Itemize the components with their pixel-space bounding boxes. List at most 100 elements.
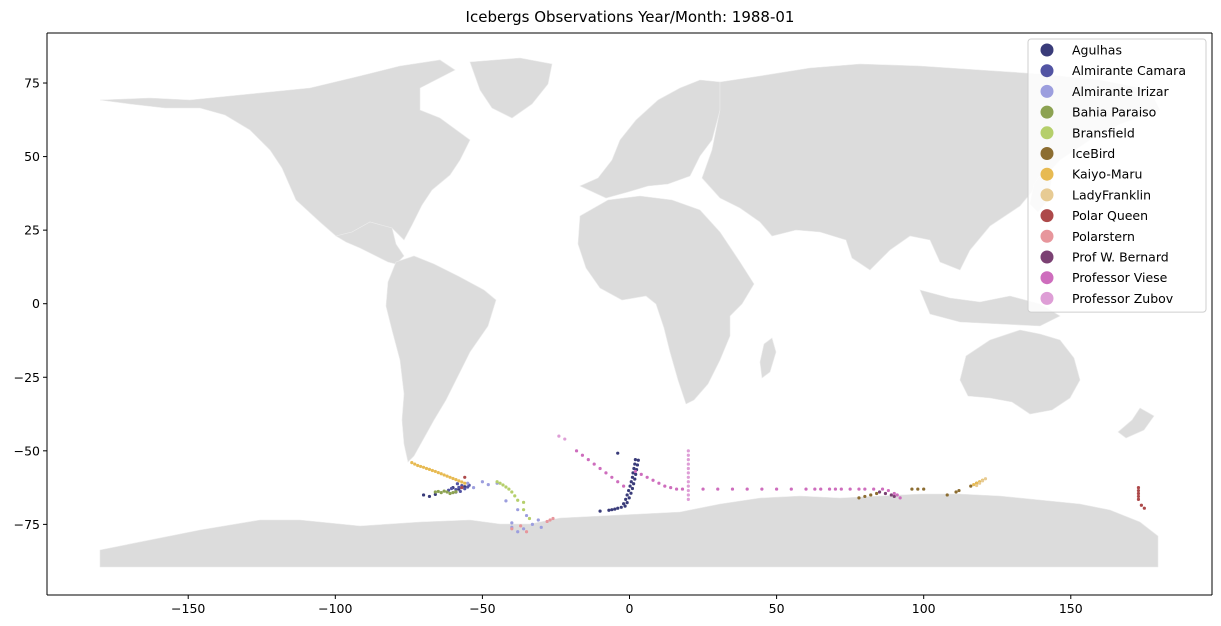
observation-point xyxy=(969,484,973,488)
observation-point xyxy=(633,469,637,474)
observation-point xyxy=(977,481,982,485)
observation-point xyxy=(945,493,949,497)
observation-point xyxy=(972,483,976,487)
legend-marker xyxy=(1040,291,1054,305)
observation-point xyxy=(427,494,432,499)
observation-point xyxy=(598,466,602,471)
observation-point xyxy=(439,472,443,476)
observation-point xyxy=(448,475,452,479)
observation-point xyxy=(663,484,667,488)
observation-point xyxy=(827,487,832,491)
observation-point xyxy=(530,522,535,526)
observation-point xyxy=(636,458,640,462)
observation-point xyxy=(745,487,749,491)
observation-point xyxy=(975,481,979,485)
observation-point xyxy=(628,484,632,488)
observation-point xyxy=(504,499,508,503)
observation-point xyxy=(686,453,690,457)
observation-point xyxy=(457,479,461,483)
observation-point xyxy=(686,493,690,497)
observation-point xyxy=(436,470,440,475)
observation-point xyxy=(424,466,429,471)
observation-point xyxy=(833,487,838,491)
y-tick-label: 50 xyxy=(24,149,40,164)
observation-point xyxy=(623,504,627,508)
observation-point xyxy=(910,487,914,491)
observation-point xyxy=(889,493,893,497)
observation-point xyxy=(819,487,823,491)
observation-point xyxy=(580,453,585,457)
observation-point xyxy=(680,487,685,491)
observation-point xyxy=(427,467,432,471)
observation-point xyxy=(1139,503,1143,507)
legend-marker xyxy=(1040,229,1054,243)
observation-point xyxy=(592,462,596,466)
land-australia xyxy=(959,329,1081,415)
legend-label: LadyFranklin xyxy=(1072,187,1151,202)
observation-point xyxy=(669,486,673,490)
observation-point xyxy=(848,487,852,491)
chart-title: Icebergs Observations Year/Month: 1988-0… xyxy=(466,8,795,26)
observation-point xyxy=(629,480,633,484)
legend-marker xyxy=(1040,84,1054,98)
observation-point xyxy=(627,488,631,493)
land-new-zealand xyxy=(1117,407,1155,439)
observation-point xyxy=(789,487,793,491)
observation-point xyxy=(521,508,526,512)
x-tick-label: 150 xyxy=(1059,601,1083,616)
land-south-america xyxy=(385,255,497,463)
y-tick-label: −50 xyxy=(14,443,40,458)
observation-point xyxy=(883,491,888,496)
observation-point xyxy=(460,480,464,484)
y-tick-label: 25 xyxy=(24,223,40,238)
observation-point xyxy=(521,527,526,531)
legend-label: Polarstern xyxy=(1072,229,1135,244)
observation-point xyxy=(419,464,423,469)
observation-point xyxy=(516,498,520,502)
legend-marker xyxy=(1040,188,1054,202)
observation-point xyxy=(480,480,485,484)
observation-point xyxy=(730,487,735,491)
observation-point xyxy=(632,482,636,486)
observation-point xyxy=(433,492,437,496)
observation-point xyxy=(463,487,467,491)
observation-point xyxy=(433,469,437,474)
observation-point xyxy=(1136,491,1141,496)
observation-point xyxy=(1136,486,1141,490)
x-tick-label: 50 xyxy=(769,601,785,616)
observation-point xyxy=(498,481,502,485)
observation-point xyxy=(466,481,470,485)
observation-point xyxy=(872,487,876,491)
legend-marker xyxy=(1040,250,1054,264)
observation-point xyxy=(613,507,617,511)
observation-point xyxy=(635,463,640,467)
legend-label: Almirante Camara xyxy=(1072,63,1186,78)
observation-point xyxy=(463,481,467,485)
observation-point xyxy=(495,480,499,484)
y-tick-label: −75 xyxy=(14,517,40,532)
observation-point xyxy=(527,516,532,521)
observation-point xyxy=(551,516,555,521)
observation-point xyxy=(633,462,637,466)
legend-label: Professor Zubov xyxy=(1072,291,1174,306)
observation-point xyxy=(632,466,636,471)
observation-point xyxy=(869,493,873,497)
observation-point xyxy=(686,449,690,453)
legend-label: Kaiyo-Maru xyxy=(1072,167,1142,182)
observation-point xyxy=(857,496,861,500)
observation-point xyxy=(410,460,414,465)
observation-point xyxy=(634,472,638,476)
land-north-america xyxy=(99,59,471,241)
observation-point xyxy=(657,481,661,485)
x-tick-label: −150 xyxy=(171,601,205,616)
observation-point xyxy=(463,475,467,479)
observation-point xyxy=(516,530,520,534)
x-axis-ticks: −150 −100 −50 0 50 100 150 xyxy=(171,595,1083,616)
observation-point xyxy=(686,488,690,493)
observation-point xyxy=(686,462,690,466)
legend-marker xyxy=(1040,167,1054,181)
legend-items: Agulhas Almirante Camara Almirante Irizar B… xyxy=(1040,43,1186,306)
observation-point xyxy=(774,487,779,491)
land-indonesia xyxy=(919,289,1061,327)
